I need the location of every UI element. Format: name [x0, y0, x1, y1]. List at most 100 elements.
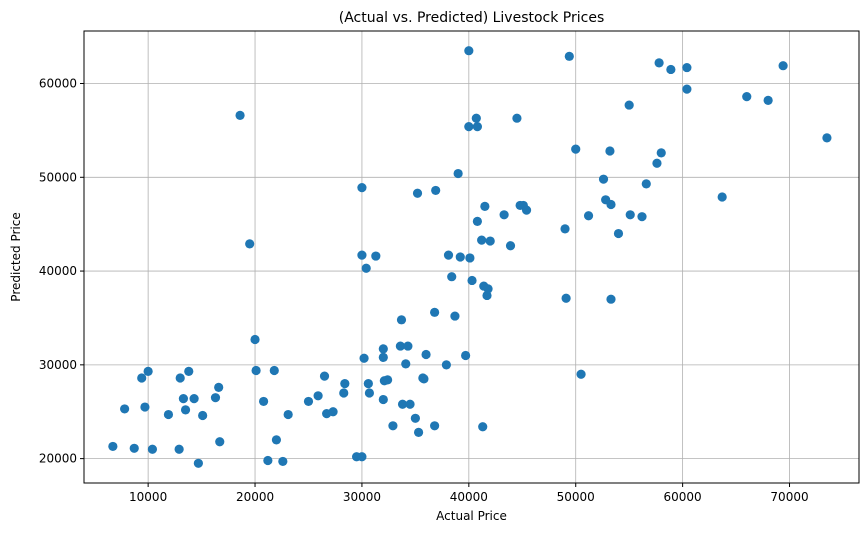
data-point — [431, 185, 441, 196]
data-point — [395, 341, 406, 351]
data-point — [382, 375, 393, 385]
data-point — [357, 183, 367, 193]
data-point — [401, 359, 411, 369]
data-point — [763, 95, 773, 105]
x-axis-ticks: 10000 20000 30000 40000 50000 60000 70000 — [129, 483, 809, 504]
data-point — [303, 396, 314, 407]
data-point — [613, 228, 624, 239]
data-point — [682, 84, 692, 94]
data-point — [412, 188, 423, 198]
data-point — [283, 409, 293, 420]
data-point — [120, 404, 130, 414]
data-point — [682, 62, 692, 73]
data-point — [641, 179, 651, 189]
data-point — [250, 334, 260, 345]
y-tick-label: 30000 — [39, 358, 77, 372]
y-axis-ticks: 20000 30000 40000 50000 60000 — [39, 77, 84, 466]
data-point — [278, 456, 288, 467]
data-point — [397, 399, 408, 409]
data-point — [521, 205, 532, 215]
data-point — [198, 410, 208, 421]
data-point — [666, 64, 676, 75]
data-point — [184, 366, 194, 377]
data-point — [625, 210, 635, 220]
data-point — [178, 394, 189, 404]
data-point — [378, 344, 388, 354]
data-point — [245, 239, 255, 249]
data-point — [364, 388, 375, 398]
data-points — [108, 46, 832, 468]
data-point — [654, 58, 664, 68]
data-point — [340, 378, 350, 389]
data-point — [174, 444, 184, 454]
plot-frame — [83, 30, 860, 484]
x-tick-label: 70000 — [770, 490, 808, 504]
data-point — [271, 435, 282, 445]
y-tick-label: 40000 — [39, 264, 77, 278]
data-point — [571, 144, 581, 154]
data-point — [505, 241, 516, 251]
y-tick-label: 20000 — [39, 452, 77, 466]
data-point — [576, 369, 586, 379]
data-point — [328, 407, 338, 417]
data-point — [258, 396, 269, 407]
data-point — [624, 100, 634, 110]
data-point — [441, 360, 451, 370]
y-axis-label: Predicted Price — [9, 212, 23, 301]
data-point — [560, 224, 570, 234]
data-point — [363, 378, 373, 389]
data-point — [419, 374, 429, 384]
data-point — [717, 192, 727, 202]
data-point — [471, 113, 481, 123]
data-point — [483, 284, 493, 294]
data-point — [430, 307, 440, 317]
data-point — [465, 253, 475, 263]
data-point — [464, 122, 474, 132]
data-point — [319, 371, 330, 381]
data-point — [478, 422, 488, 432]
data-point — [485, 236, 495, 246]
data-point — [108, 441, 118, 452]
data-point — [163, 409, 174, 420]
y-tick-label: 50000 — [39, 170, 77, 184]
data-point — [405, 399, 415, 409]
data-point — [450, 311, 460, 321]
data-point — [656, 148, 666, 158]
y-tick-label: 60000 — [39, 77, 77, 91]
data-point — [637, 212, 647, 222]
data-point — [455, 252, 465, 262]
data-point — [561, 293, 571, 303]
data-point — [461, 350, 471, 361]
data-point — [480, 201, 490, 211]
data-point — [430, 421, 440, 431]
data-point — [147, 444, 158, 454]
data-point — [413, 427, 424, 437]
data-point — [606, 294, 616, 304]
data-point — [464, 46, 474, 56]
data-point — [512, 113, 522, 123]
data-point — [357, 452, 367, 462]
data-point — [193, 458, 203, 468]
data-point — [605, 146, 615, 156]
x-tick-label: 40000 — [450, 490, 488, 504]
data-point — [598, 174, 609, 184]
data-point — [251, 365, 261, 376]
x-tick-label: 60000 — [664, 490, 702, 504]
data-point — [410, 413, 420, 423]
data-point — [403, 341, 413, 351]
data-point — [652, 158, 662, 168]
chart-title: (Actual vs. Predicted) Livestock Prices — [339, 10, 605, 26]
data-point — [189, 394, 199, 404]
x-tick-label: 20000 — [236, 490, 274, 504]
data-point — [137, 373, 147, 383]
data-point — [214, 382, 224, 392]
data-point — [263, 455, 273, 466]
data-point — [180, 405, 191, 415]
data-point — [140, 402, 150, 412]
data-point — [361, 263, 371, 273]
data-point — [447, 272, 457, 282]
x-tick-label: 10000 — [129, 490, 167, 504]
x-tick-label: 30000 — [343, 490, 381, 504]
data-point — [388, 421, 398, 431]
